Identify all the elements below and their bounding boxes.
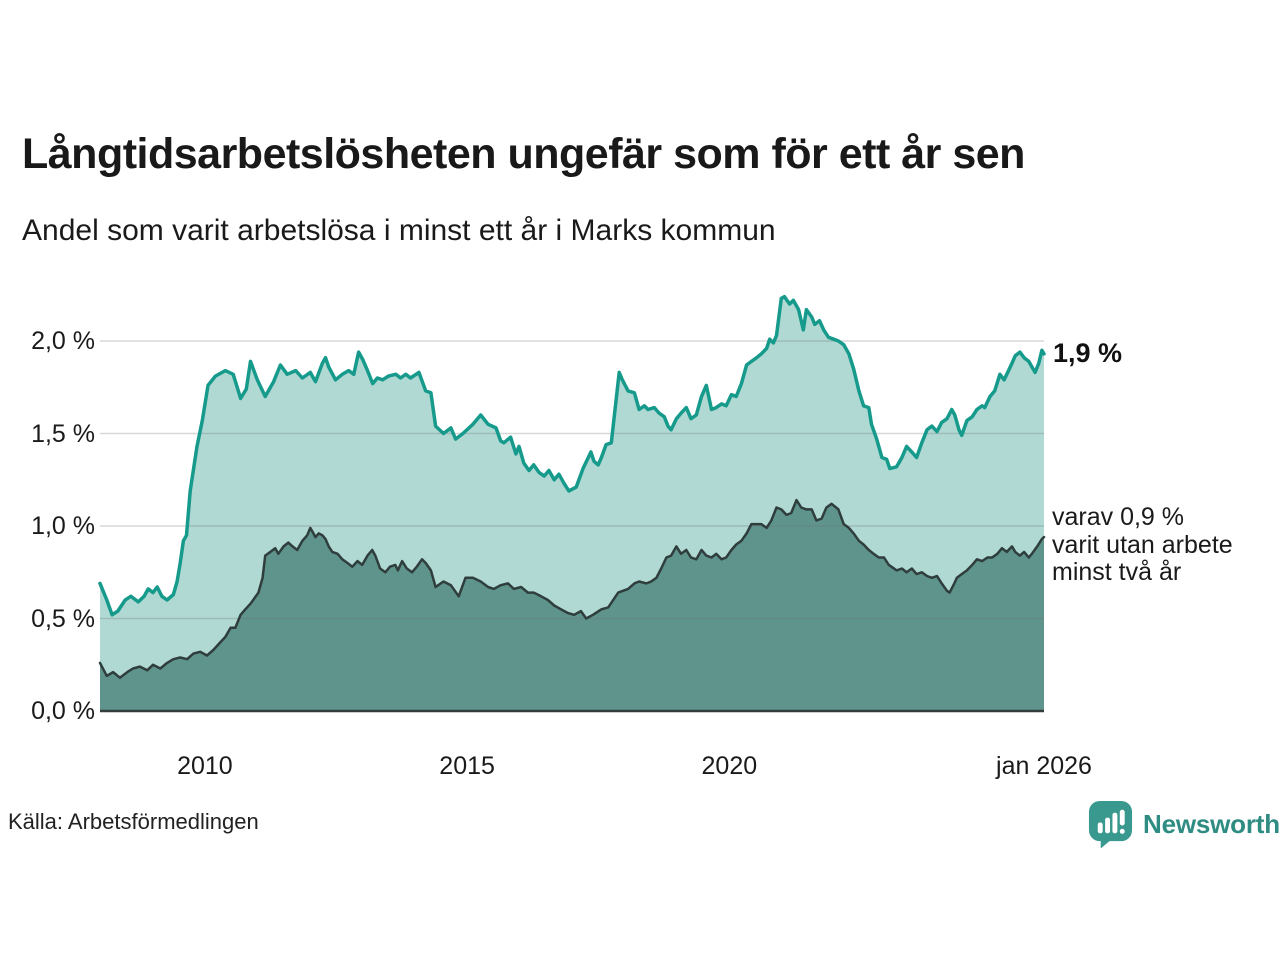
- series-end-label-subset-line1: varav 0,9 %: [1052, 503, 1185, 531]
- y-tick-label: 0,0 %: [31, 697, 95, 725]
- newsworthy-logo: Newsworthy: [1087, 800, 1280, 848]
- area-fill-series-1: [100, 500, 1044, 711]
- newsworthy-logo-text: Newsworthy: [1143, 808, 1280, 839]
- series-end-label-subset: varav 0,9 % varit utan arbete minst två …: [1052, 503, 1233, 587]
- line-series-1: [98, 498, 1046, 679]
- y-tick-label: 1,5 %: [31, 419, 95, 448]
- y-tick-label: 0,5 %: [31, 604, 95, 633]
- page-title: Långtidsarbetslösheten ungefär som för e…: [22, 130, 1025, 178]
- series-end-label-total: 1,9 %: [1053, 338, 1123, 368]
- series-end-label-subset-line3: minst två år: [1052, 558, 1182, 586]
- page-subtitle: Andel som varit arbetslösa i minst ett å…: [22, 214, 776, 247]
- x-tick-label: jan 2026: [996, 752, 1092, 780]
- newsworthy-logo-icon: [1088, 800, 1133, 848]
- line-series-0: [98, 294, 1046, 617]
- y-tick-label: 2,0 %: [31, 327, 95, 355]
- source-credit: Källa: Arbetsförmedlingen: [8, 809, 259, 834]
- x-tick-label: 2020: [701, 752, 758, 780]
- x-tick-label: 2010: [177, 752, 233, 780]
- x-tick-label: 2015: [439, 752, 495, 780]
- y-tick-label: 1,0 %: [31, 512, 95, 540]
- series-end-label-subset-line2: varit utan arbete: [1052, 530, 1233, 559]
